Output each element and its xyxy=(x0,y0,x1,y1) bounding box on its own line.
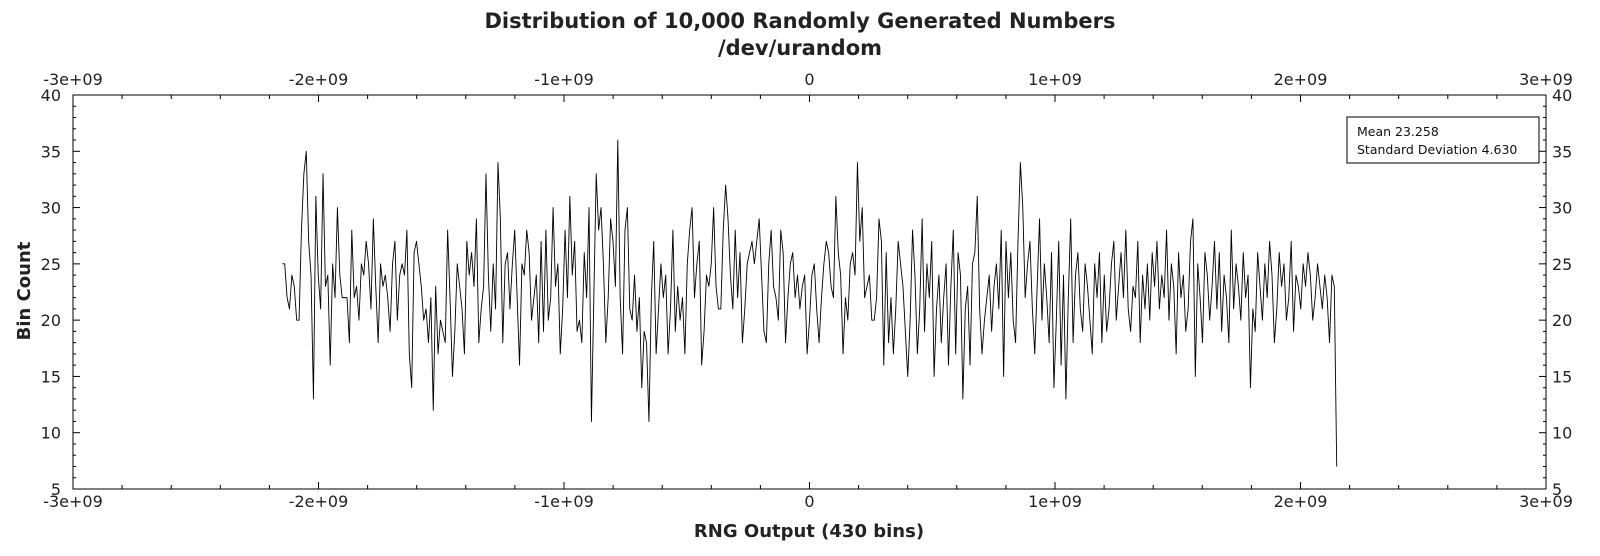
axis-tick-labels: -3e+09 -3e+09 -2e+09 -2e+09 -1e+09 -1e+09 0 0 1e… xyxy=(41,70,1573,511)
legend-mean: Mean 23.258 xyxy=(1357,124,1439,139)
y-tick-label: 35 xyxy=(41,142,61,161)
x-tick-label-top: 0 xyxy=(804,70,814,89)
y-tick-label: 30 xyxy=(41,199,61,218)
x-tick-label: 0 xyxy=(804,492,814,511)
y-tick-label-right: 5 xyxy=(1552,480,1562,499)
x-tick-label: 2e+09 xyxy=(1274,492,1328,511)
x-tick-label: -3e+09 xyxy=(43,492,103,511)
x-tick-label-top: -1e+09 xyxy=(534,70,594,89)
legend-box xyxy=(1346,116,1540,164)
y-axis-label: Bin Count xyxy=(14,241,35,340)
stats-legend: Mean 23.258 Standard Deviation 4.630 xyxy=(1346,116,1540,164)
axis-ticks xyxy=(72,94,1547,490)
y-tick-label: 25 xyxy=(41,255,61,274)
x-tick-label-top: 2e+09 xyxy=(1274,70,1328,89)
plot-frame xyxy=(72,94,1547,490)
x-tick-label: 3e+09 xyxy=(1519,492,1573,511)
series-line xyxy=(282,139,1338,467)
y-tick-label-right: 25 xyxy=(1552,255,1572,274)
y-tick-label-right: 10 xyxy=(1552,424,1572,443)
y-tick-label: 40 xyxy=(41,86,61,105)
x-tick-label-top: -3e+09 xyxy=(43,70,103,89)
y-tick-label: 10 xyxy=(41,424,61,443)
legend-std-dev: Standard Deviation 4.630 xyxy=(1357,142,1517,157)
x-tick-label-top: -2e+09 xyxy=(289,70,349,89)
y-tick-label: 20 xyxy=(41,311,61,330)
chart-title: Distribution of 10,000 Randomly Generate… xyxy=(484,9,1115,33)
x-axis-label: RNG Output (430 bins) xyxy=(694,521,924,542)
y-tick-label-right: 20 xyxy=(1552,311,1572,330)
y-tick-label-right: 35 xyxy=(1552,142,1572,161)
y-tick-label-right: 15 xyxy=(1552,367,1572,386)
y-tick-label: 5 xyxy=(51,480,61,499)
x-tick-label-top: 1e+09 xyxy=(1028,70,1082,89)
y-tick-label-right: 30 xyxy=(1552,199,1572,218)
chart-subtitle: /dev/urandom xyxy=(718,36,882,60)
y-tick-label-right: 40 xyxy=(1552,86,1572,105)
x-tick-label-top: 3e+09 xyxy=(1519,70,1573,89)
x-tick-label: -1e+09 xyxy=(534,492,594,511)
x-tick-label: -2e+09 xyxy=(289,492,349,511)
x-tick-label: 1e+09 xyxy=(1028,492,1082,511)
y-tick-label: 15 xyxy=(41,367,61,386)
